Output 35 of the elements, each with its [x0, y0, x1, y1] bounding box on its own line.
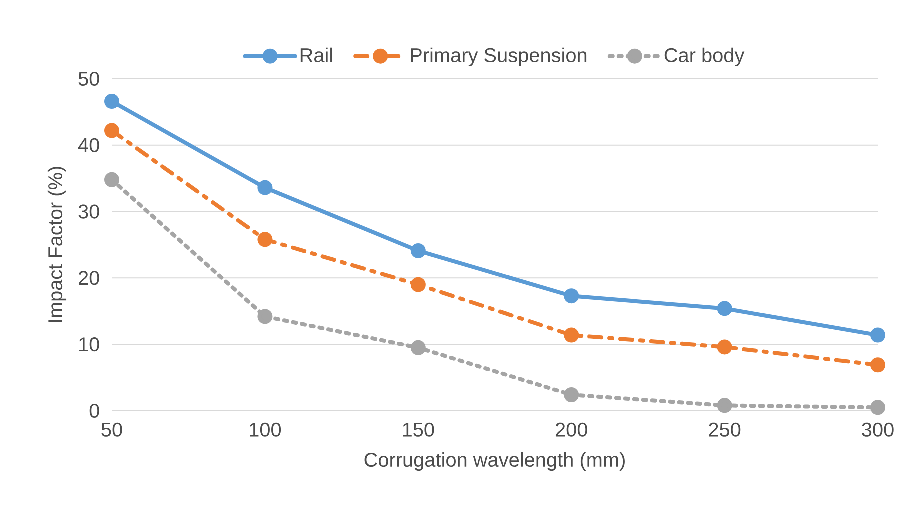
y-tick-label: 0: [90, 404, 100, 418]
point: [258, 232, 273, 248]
x-axis-title: Corrugation wavelength (mm): [364, 452, 625, 472]
x-tick-label: 100: [250, 422, 282, 437]
point: [717, 340, 732, 355]
point: [104, 172, 120, 188]
point: [564, 288, 580, 304]
point: [410, 340, 426, 356]
point: [564, 388, 580, 403]
x-tick-label: 150: [403, 422, 434, 437]
point: [870, 400, 886, 416]
point: [104, 94, 120, 110]
y-axis-title: Impact Factor (%): [48, 167, 67, 322]
x-tick-label: 200: [556, 422, 588, 437]
point: [104, 123, 120, 138]
point: [258, 180, 273, 196]
point: [410, 277, 426, 292]
point: [258, 309, 273, 324]
point: [564, 328, 580, 343]
x-tick-label: 300: [862, 422, 894, 437]
point: [717, 301, 732, 316]
x-tick-label: 50: [102, 422, 122, 437]
y-tick-label: 30: [78, 204, 100, 219]
point: [410, 243, 426, 258]
point: [717, 398, 732, 414]
legend-label: Primary Suspension: [411, 48, 587, 66]
legend-label: Car body: [664, 48, 745, 66]
y-tick-label: 40: [78, 138, 100, 152]
point: [870, 358, 886, 373]
y-tick-label: 10: [80, 338, 100, 352]
y-tick-label: 20: [79, 271, 100, 286]
point: [870, 328, 886, 343]
legend-label: Rail: [300, 48, 332, 62]
x-tick-label: 250: [709, 422, 741, 437]
y-tick-label: 50: [78, 72, 100, 86]
